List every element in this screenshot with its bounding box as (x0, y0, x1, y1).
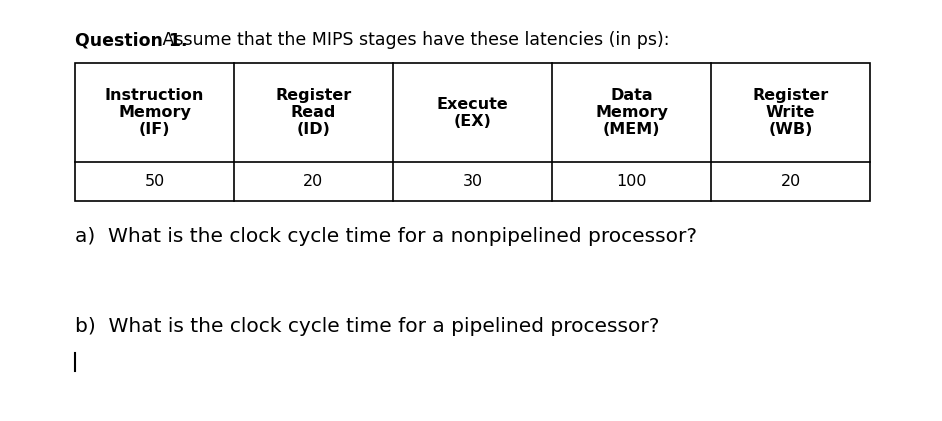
Text: Execute: Execute (437, 97, 509, 112)
Text: (WB): (WB) (769, 122, 813, 137)
Text: 20: 20 (303, 174, 324, 189)
Text: 30: 30 (463, 174, 482, 189)
Text: Register: Register (275, 88, 351, 103)
Text: (EX): (EX) (453, 114, 492, 129)
Text: b)  What is the clock cycle time for a pipelined processor?: b) What is the clock cycle time for a pi… (75, 317, 659, 336)
Text: (MEM): (MEM) (603, 122, 660, 137)
Text: Data: Data (610, 88, 653, 103)
Text: (ID): (ID) (297, 122, 331, 137)
Text: Read: Read (291, 105, 336, 120)
Text: Assume that the MIPS stages have these latencies (in ps):: Assume that the MIPS stages have these l… (157, 31, 670, 49)
Text: a)  What is the clock cycle time for a nonpipelined processor?: a) What is the clock cycle time for a no… (75, 226, 697, 245)
Text: Question 1.: Question 1. (75, 31, 187, 49)
Text: 50: 50 (144, 174, 165, 189)
Text: Memory: Memory (595, 105, 668, 120)
Text: 100: 100 (616, 174, 647, 189)
Text: Register: Register (753, 88, 829, 103)
Text: 20: 20 (780, 174, 801, 189)
Bar (75, 63, 870, 201)
Text: Write: Write (766, 105, 815, 120)
Text: (IF): (IF) (138, 122, 171, 137)
Text: Instruction: Instruction (105, 88, 204, 103)
Text: Memory: Memory (118, 105, 191, 120)
